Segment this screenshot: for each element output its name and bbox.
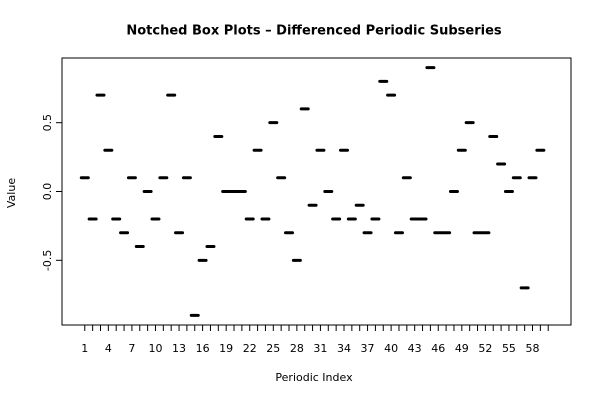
x-tick-label: 16 [196, 342, 210, 355]
x-tick-label: 1 [81, 342, 88, 355]
x-tick-label: 52 [478, 342, 492, 355]
chart-title: Notched Box Plots – Differenced Periodic… [126, 24, 502, 39]
x-tick-label: 19 [219, 342, 233, 355]
x-tick-label: 55 [502, 342, 516, 355]
x-tick-label: 46 [431, 342, 445, 355]
x-tick-label: 31 [313, 342, 327, 355]
x-tick-label: 34 [337, 342, 351, 355]
x-tick-label: 37 [361, 342, 375, 355]
x-tick-label: 28 [290, 342, 304, 355]
x-tick-label: 58 [526, 342, 540, 355]
x-tick-label: 43 [408, 342, 422, 355]
y-tick-label: -0.5 [41, 250, 54, 271]
y-tick-label: 0.5 [41, 114, 54, 132]
x-tick-label: 10 [148, 342, 162, 355]
x-tick-label: 40 [384, 342, 398, 355]
x-tick-label: 13 [172, 342, 186, 355]
x-tick-label: 7 [128, 342, 135, 355]
x-tick-label: 49 [455, 342, 469, 355]
y-tick-label: 0.0 [41, 183, 54, 201]
x-tick-label: 22 [243, 342, 257, 355]
plot-frame [61, 57, 572, 326]
x-tick-label: 4 [105, 342, 112, 355]
x-tick-label: 25 [266, 342, 280, 355]
y-axis-label: Value [5, 178, 18, 208]
x-axis-label: Periodic Index [275, 371, 353, 384]
